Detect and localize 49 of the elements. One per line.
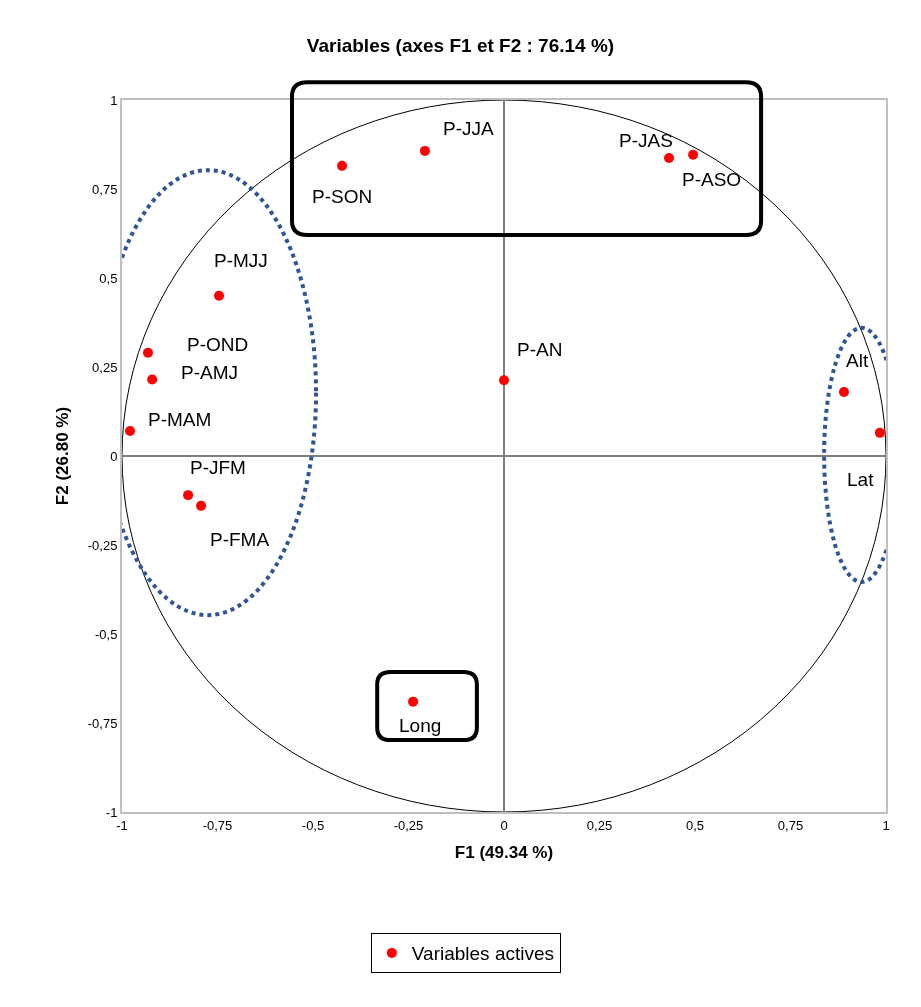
x-tick-label: 0,25: [586, 817, 613, 833]
annotation: P-ASO: [682, 169, 742, 190]
y-tick-label: 0,25: [92, 359, 118, 375]
x-tick-label: 0,5: [685, 817, 705, 833]
point: [838, 386, 849, 397]
y-tick-label: -0,75: [87, 715, 118, 731]
annotation: P-AMJ: [181, 362, 238, 383]
y-tick-label: 0,75: [92, 181, 118, 197]
y-tick-label: 0,5: [99, 270, 118, 286]
point: [874, 427, 885, 438]
annotation: P-FMA: [210, 529, 270, 550]
annotation: P-MAM: [148, 409, 212, 430]
annotation: Lat: [847, 469, 875, 490]
x-tick-label: 1: [882, 817, 890, 833]
y-tick-label: 1: [110, 92, 118, 108]
annotation: P-SON: [312, 186, 373, 207]
annotation: P-JJA: [443, 118, 494, 139]
point: [183, 490, 194, 501]
chart-title: Variables (axes F1 et F2 : 76.14 %): [306, 34, 615, 56]
point: [408, 696, 419, 707]
annotation: P-MJJ: [214, 250, 268, 271]
annotation: P-OND: [187, 334, 249, 355]
x-tick-label: -0,25: [393, 817, 424, 833]
annotation: Alt: [846, 350, 869, 371]
y-tick-label: -1: [105, 804, 118, 820]
x-tick-label: -0,5: [301, 817, 325, 833]
point: [419, 145, 430, 156]
y-tick-label: -0,25: [87, 537, 118, 553]
point: [664, 153, 675, 164]
x-tick-label: 0: [500, 817, 508, 833]
point: [214, 290, 225, 301]
point: [337, 160, 348, 171]
point: [125, 426, 136, 437]
annotation: P-JFM: [190, 457, 246, 478]
legend-label: Variables actives: [411, 943, 555, 965]
annotation: P-JAS: [619, 130, 673, 151]
y-tick-label: 0: [110, 448, 118, 464]
annotation: Long: [399, 715, 442, 736]
annotation: P-AN: [517, 339, 563, 360]
x-tick-label: 0,75: [777, 817, 804, 833]
y-axis-title: F2 (26.80 %): [52, 406, 72, 506]
point: [196, 500, 207, 511]
point: [499, 375, 509, 386]
point: [688, 149, 699, 160]
point: [147, 374, 158, 385]
x-axis-title: F1 (49.34 %): [454, 843, 554, 863]
x-tick-label: -0,75: [202, 817, 233, 833]
y-tick-label: -0,5: [94, 626, 118, 642]
point: [142, 347, 153, 358]
